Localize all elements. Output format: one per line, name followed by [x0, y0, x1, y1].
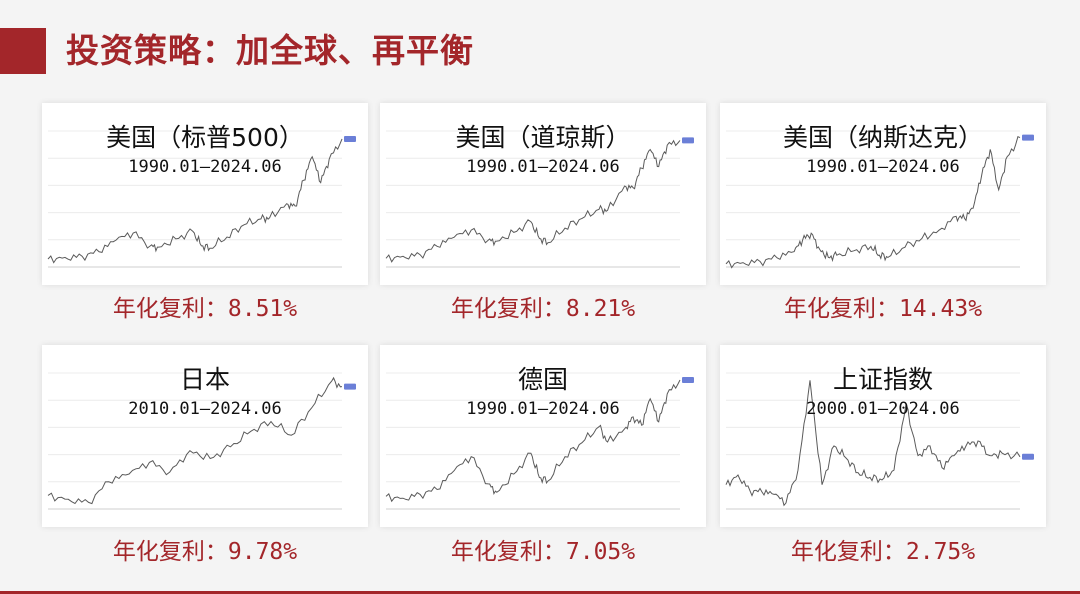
series-line [725, 380, 1021, 507]
series-line [385, 379, 681, 503]
chart-panel-nasdaq: 美国（纳斯达克） 1990.01—2024.06 [720, 103, 1046, 285]
series-line [47, 376, 343, 505]
chart-panel-japan: 日本 2010.01—2024.06 [42, 345, 368, 527]
cagr-germany: 年化复利：7.05% [380, 537, 706, 567]
chart-period: 1990.01—2024.06 [466, 399, 620, 419]
chart-period: 1990.01—2024.06 [128, 157, 282, 177]
cagr-label: 年化复利： [112, 539, 228, 565]
cagr-value: 7.05% [565, 539, 636, 565]
chart-period: 2000.01—2024.06 [806, 399, 960, 419]
cagr-label: 年化复利： [790, 539, 906, 565]
nasdaq-line-chart [725, 130, 1034, 269]
chart-title: 日本 [179, 365, 230, 394]
chart-panel-germany: 德国 1990.01—2024.06 [380, 345, 706, 527]
cagr-value: 8.51% [227, 296, 298, 322]
shanghai-line-chart [725, 372, 1034, 510]
chart-period: 1990.01—2024.06 [806, 157, 960, 177]
series-line [725, 136, 1021, 269]
chart-title: 德国 [517, 365, 568, 394]
germany-line-chart [385, 372, 694, 510]
page-title: 投资策略：加全球、再平衡 [66, 31, 474, 70]
cagr-value: 8.21% [565, 296, 636, 322]
cagr-shanghai: 年化复利：2.75% [720, 537, 1046, 567]
cagr-label: 年化复利： [783, 296, 899, 322]
footer-accent-line [0, 591, 1080, 594]
cagr-sp500: 年化复利：8.51% [42, 294, 368, 324]
chart-title: 上证指数 [832, 365, 933, 394]
cagr-dow-jones: 年化复利：8.21% [380, 294, 706, 324]
last-value-marker [682, 137, 694, 144]
sp500-line-chart [47, 130, 356, 268]
japan-line-chart [47, 372, 356, 510]
cagr-value: 9.78% [227, 539, 298, 565]
cagr-label: 年化复利： [112, 296, 228, 322]
cagr-japan: 年化复利：9.78% [42, 537, 368, 567]
cagr-label: 年化复利： [450, 296, 566, 322]
chart-panel-sp500: 美国（标普500） 1990.01—2024.06 [42, 103, 368, 285]
series-line [47, 138, 343, 264]
last-value-marker [344, 383, 356, 390]
cagr-label: 年化复利： [450, 539, 566, 565]
chart-title: 美国（道琼斯） [455, 123, 631, 152]
cagr-value: 2.75% [905, 539, 976, 565]
cagr-value: 14.43% [898, 296, 983, 322]
cagr-nasdaq: 年化复利：14.43% [720, 294, 1046, 324]
last-value-marker [1022, 134, 1034, 141]
last-value-marker [1022, 453, 1034, 460]
last-value-marker [344, 135, 356, 142]
chart-title: 美国（标普500） [106, 123, 304, 152]
title-accent-bar [0, 28, 46, 74]
dow-jones-line-chart [385, 130, 694, 268]
chart-period: 1990.01—2024.06 [466, 157, 620, 177]
chart-period: 2010.01—2024.06 [128, 399, 282, 419]
chart-panel-shanghai: 上证指数 2000.01—2024.06 [720, 345, 1046, 527]
chart-panel-dow-jones: 美国（道琼斯） 1990.01—2024.06 [380, 103, 706, 285]
series-line [385, 139, 681, 263]
last-value-marker [682, 376, 694, 383]
chart-title: 美国（纳斯达克） [782, 123, 983, 152]
